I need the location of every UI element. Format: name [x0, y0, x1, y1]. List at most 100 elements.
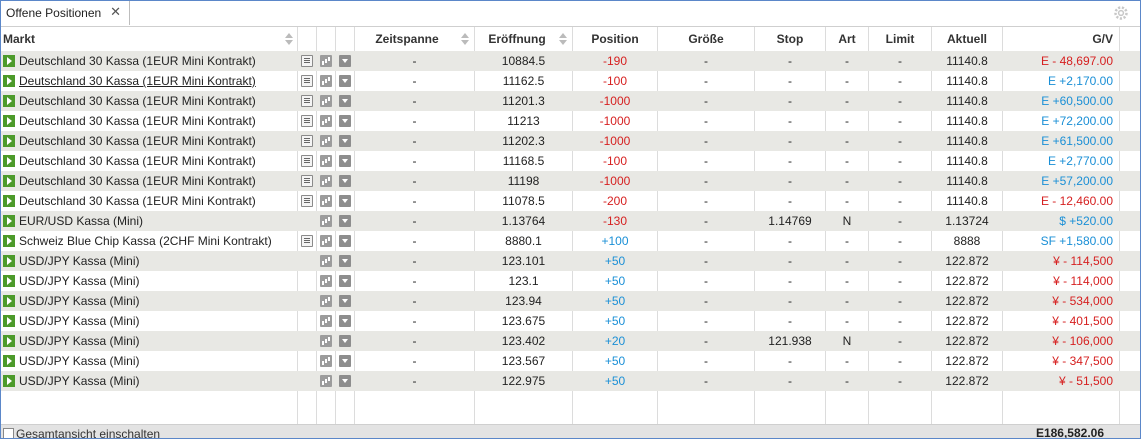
- market-name[interactable]: Deutschland 30 Kassa (1EUR Mini Kontrakt…: [19, 54, 256, 68]
- tab-offene-positionen[interactable]: Offene Positionen ✕: [1, 1, 130, 25]
- table-row[interactable]: USD/JPY Kassa (Mini) - 122.975 +50 - - - - 122.8…: [1, 371, 1140, 391]
- chart-icon[interactable]: [320, 355, 332, 367]
- table-row[interactable]: Deutschland 30 Kassa (1EUR Mini Kontrakt…: [1, 91, 1140, 111]
- summary-checkbox[interactable]: [3, 428, 14, 438]
- market-name[interactable]: Deutschland 30 Kassa (1EUR Mini Kontrakt…: [19, 194, 256, 208]
- market-name[interactable]: Deutschland 30 Kassa (1EUR Mini Kontrakt…: [19, 134, 256, 148]
- chart-icon[interactable]: [320, 75, 332, 87]
- sort-icon[interactable]: [461, 33, 469, 45]
- dropdown-icon[interactable]: [339, 215, 351, 227]
- table-row[interactable]: USD/JPY Kassa (Mini) - 123.675 +50 - - - - 122.8…: [1, 311, 1140, 331]
- col-markt[interactable]: Markt: [3, 32, 36, 46]
- dropdown-icon[interactable]: [339, 295, 351, 307]
- play-icon[interactable]: [3, 295, 15, 307]
- dropdown-icon[interactable]: [339, 255, 351, 267]
- table-row[interactable]: USD/JPY Kassa (Mini) - 123.101 +50 - - - - 122.8…: [1, 251, 1140, 271]
- market-name[interactable]: Deutschland 30 Kassa (1EUR Mini Kontrakt…: [19, 154, 256, 168]
- sort-icon[interactable]: [285, 33, 293, 45]
- market-name[interactable]: Deutschland 30 Kassa (1EUR Mini Kontrakt…: [19, 94, 256, 108]
- table-row[interactable]: Deutschland 30 Kassa (1EUR Mini Kontrakt…: [1, 131, 1140, 151]
- chart-icon[interactable]: [320, 295, 332, 307]
- dropdown-icon[interactable]: [339, 275, 351, 287]
- chart-icon[interactable]: [320, 315, 332, 327]
- market-name[interactable]: USD/JPY Kassa (Mini): [19, 294, 140, 308]
- table-row[interactable]: USD/JPY Kassa (Mini) - 123.94 +50 - - - - 122.87…: [1, 291, 1140, 311]
- chart-icon[interactable]: [320, 215, 332, 227]
- news-icon[interactable]: [301, 155, 313, 167]
- market-name[interactable]: Deutschland 30 Kassa (1EUR Mini Kontrakt…: [19, 114, 256, 128]
- table-row[interactable]: Deutschland 30 Kassa (1EUR Mini Kontrakt…: [1, 191, 1140, 211]
- table-row[interactable]: Schweiz Blue Chip Kassa (2CHF Mini Kontr…: [1, 231, 1140, 251]
- play-icon[interactable]: [3, 215, 15, 227]
- col-stop[interactable]: Stop: [776, 32, 804, 46]
- market-name[interactable]: USD/JPY Kassa (Mini): [19, 254, 140, 268]
- market-name[interactable]: USD/JPY Kassa (Mini): [19, 374, 140, 388]
- table-row[interactable]: USD/JPY Kassa (Mini) - 123.402 +20 - 121.938 N…: [1, 331, 1140, 351]
- table-row[interactable]: Deutschland 30 Kassa (1EUR Mini Kontrakt…: [1, 111, 1140, 131]
- play-icon[interactable]: [3, 135, 15, 147]
- chart-icon[interactable]: [320, 55, 332, 67]
- col-position[interactable]: Position: [591, 32, 639, 46]
- table-row[interactable]: Deutschland 30 Kassa (1EUR Mini Kontrakt…: [1, 51, 1140, 71]
- market-name[interactable]: USD/JPY Kassa (Mini): [19, 314, 140, 328]
- chart-icon[interactable]: [320, 95, 332, 107]
- table-row[interactable]: USD/JPY Kassa (Mini) - 123.567 +50 - - - - 122.8…: [1, 351, 1140, 371]
- news-icon[interactable]: [301, 55, 313, 67]
- play-icon[interactable]: [3, 255, 15, 267]
- dropdown-icon[interactable]: [339, 235, 351, 247]
- market-name[interactable]: USD/JPY Kassa (Mini): [19, 274, 140, 288]
- table-row[interactable]: Deutschland 30 Kassa (1EUR Mini Kontrakt…: [1, 71, 1140, 91]
- chart-icon[interactable]: [320, 155, 332, 167]
- chart-icon[interactable]: [320, 195, 332, 207]
- dropdown-icon[interactable]: [339, 135, 351, 147]
- col-art[interactable]: Art: [838, 32, 856, 46]
- chart-icon[interactable]: [320, 115, 332, 127]
- chart-icon[interactable]: [320, 175, 332, 187]
- market-name[interactable]: Deutschland 30 Kassa (1EUR Mini Kontrakt…: [19, 74, 256, 88]
- play-icon[interactable]: [3, 75, 15, 87]
- play-icon[interactable]: [3, 315, 15, 327]
- col-groesse[interactable]: Größe: [688, 32, 724, 46]
- news-icon[interactable]: [301, 195, 313, 207]
- chart-icon[interactable]: [320, 275, 332, 287]
- play-icon[interactable]: [3, 55, 15, 67]
- news-icon[interactable]: [301, 235, 313, 247]
- news-icon[interactable]: [301, 95, 313, 107]
- play-icon[interactable]: [3, 175, 15, 187]
- play-icon[interactable]: [3, 355, 15, 367]
- table-row[interactable]: Deutschland 30 Kassa (1EUR Mini Kontrakt…: [1, 151, 1140, 171]
- dropdown-icon[interactable]: [339, 95, 351, 107]
- news-icon[interactable]: [301, 115, 313, 127]
- market-name[interactable]: USD/JPY Kassa (Mini): [19, 334, 140, 348]
- chart-icon[interactable]: [320, 375, 332, 387]
- dropdown-icon[interactable]: [339, 195, 351, 207]
- play-icon[interactable]: [3, 95, 15, 107]
- play-icon[interactable]: [3, 375, 15, 387]
- close-icon[interactable]: ✕: [110, 4, 121, 19]
- play-icon[interactable]: [3, 155, 15, 167]
- sort-icon[interactable]: [559, 33, 567, 45]
- col-limit[interactable]: Limit: [885, 32, 915, 46]
- dropdown-icon[interactable]: [339, 155, 351, 167]
- table-row[interactable]: Deutschland 30 Kassa (1EUR Mini Kontrakt…: [1, 171, 1140, 191]
- col-gv[interactable]: G/V: [1092, 32, 1113, 46]
- news-icon[interactable]: [301, 135, 313, 147]
- col-aktuell[interactable]: Aktuell: [946, 32, 987, 46]
- play-icon[interactable]: [3, 235, 15, 247]
- col-zeitspanne[interactable]: Zeitspanne: [375, 32, 439, 46]
- dropdown-icon[interactable]: [339, 55, 351, 67]
- dropdown-icon[interactable]: [339, 335, 351, 347]
- market-name[interactable]: EUR/USD Kassa (Mini): [19, 214, 144, 228]
- play-icon[interactable]: [3, 275, 15, 287]
- chart-icon[interactable]: [320, 335, 332, 347]
- market-name[interactable]: Deutschland 30 Kassa (1EUR Mini Kontrakt…: [19, 174, 256, 188]
- col-eroeffnung[interactable]: Eröffnung: [488, 32, 546, 46]
- play-icon[interactable]: [3, 195, 15, 207]
- market-name[interactable]: USD/JPY Kassa (Mini): [19, 354, 140, 368]
- dropdown-icon[interactable]: [339, 175, 351, 187]
- chart-icon[interactable]: [320, 135, 332, 147]
- play-icon[interactable]: [3, 335, 15, 347]
- market-name[interactable]: Schweiz Blue Chip Kassa (2CHF Mini Kontr…: [19, 234, 272, 248]
- dropdown-icon[interactable]: [339, 355, 351, 367]
- table-row[interactable]: EUR/USD Kassa (Mini) - 1.13764 -130 - 1.14769…: [1, 211, 1140, 231]
